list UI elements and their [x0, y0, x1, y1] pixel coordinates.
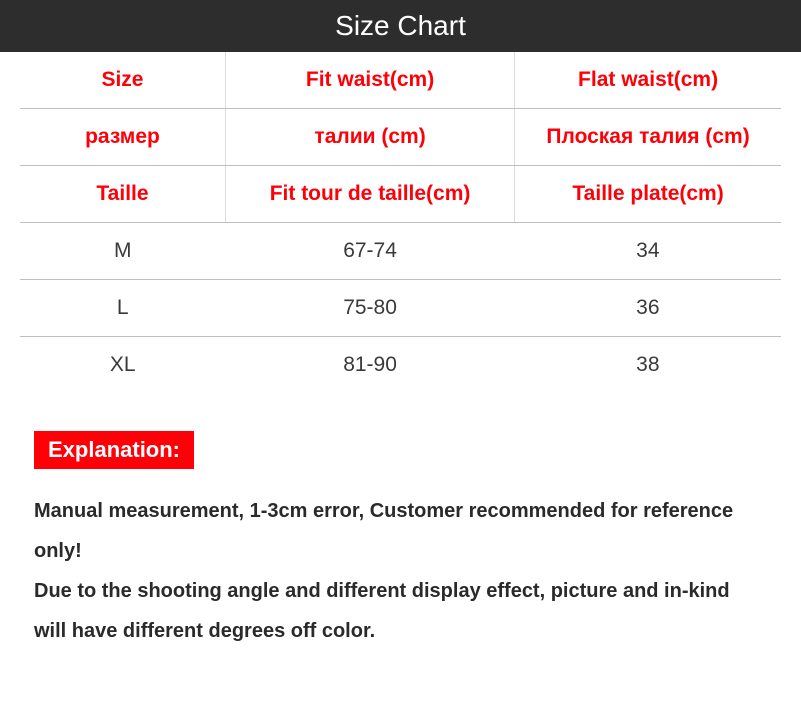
explanation-paragraph: Manual measurement, 1-3cm error, Custome…	[34, 491, 767, 571]
header-cell: Flat waist(cm)	[515, 52, 781, 109]
size-chart-table: Size Fit waist(cm) Flat waist(cm) размер…	[20, 52, 781, 393]
explanation-badge: Explanation:	[34, 431, 194, 469]
data-cell: 38	[515, 337, 781, 394]
header-cell: Плоская талия (cm)	[515, 109, 781, 166]
table-row: XL 81-90 38	[20, 337, 781, 394]
data-cell: 75-80	[225, 280, 514, 337]
header-cell: Taille	[20, 166, 225, 223]
size-chart-container: Size Chart Size Fit waist(cm) Flat waist…	[0, 0, 801, 691]
header-row-en: Size Fit waist(cm) Flat waist(cm)	[20, 52, 781, 109]
explanation-section: Explanation: Manual measurement, 1-3cm e…	[20, 431, 781, 651]
table-body: M 67-74 34 L 75-80 36 XL 81-90 38	[20, 223, 781, 394]
title-bar: Size Chart	[0, 0, 801, 52]
table-row: M 67-74 34	[20, 223, 781, 280]
header-row-ru: размер талии (cm) Плоская талия (cm)	[20, 109, 781, 166]
data-cell: 34	[515, 223, 781, 280]
header-row-fr: Taille Fit tour de taille(cm) Taille pla…	[20, 166, 781, 223]
explanation-paragraph: Due to the shooting angle and different …	[34, 571, 767, 651]
data-cell: XL	[20, 337, 225, 394]
explanation-text: Manual measurement, 1-3cm error, Custome…	[34, 491, 767, 651]
data-cell: 36	[515, 280, 781, 337]
header-cell: Size	[20, 52, 225, 109]
data-cell: 67-74	[225, 223, 514, 280]
data-cell: M	[20, 223, 225, 280]
table-header: Size Fit waist(cm) Flat waist(cm) размер…	[20, 52, 781, 223]
header-cell: Fit waist(cm)	[225, 52, 514, 109]
header-cell: талии (cm)	[225, 109, 514, 166]
header-cell: размер	[20, 109, 225, 166]
table-row: L 75-80 36	[20, 280, 781, 337]
data-cell: L	[20, 280, 225, 337]
header-cell: Fit tour de taille(cm)	[225, 166, 514, 223]
data-cell: 81-90	[225, 337, 514, 394]
header-cell: Taille plate(cm)	[515, 166, 781, 223]
